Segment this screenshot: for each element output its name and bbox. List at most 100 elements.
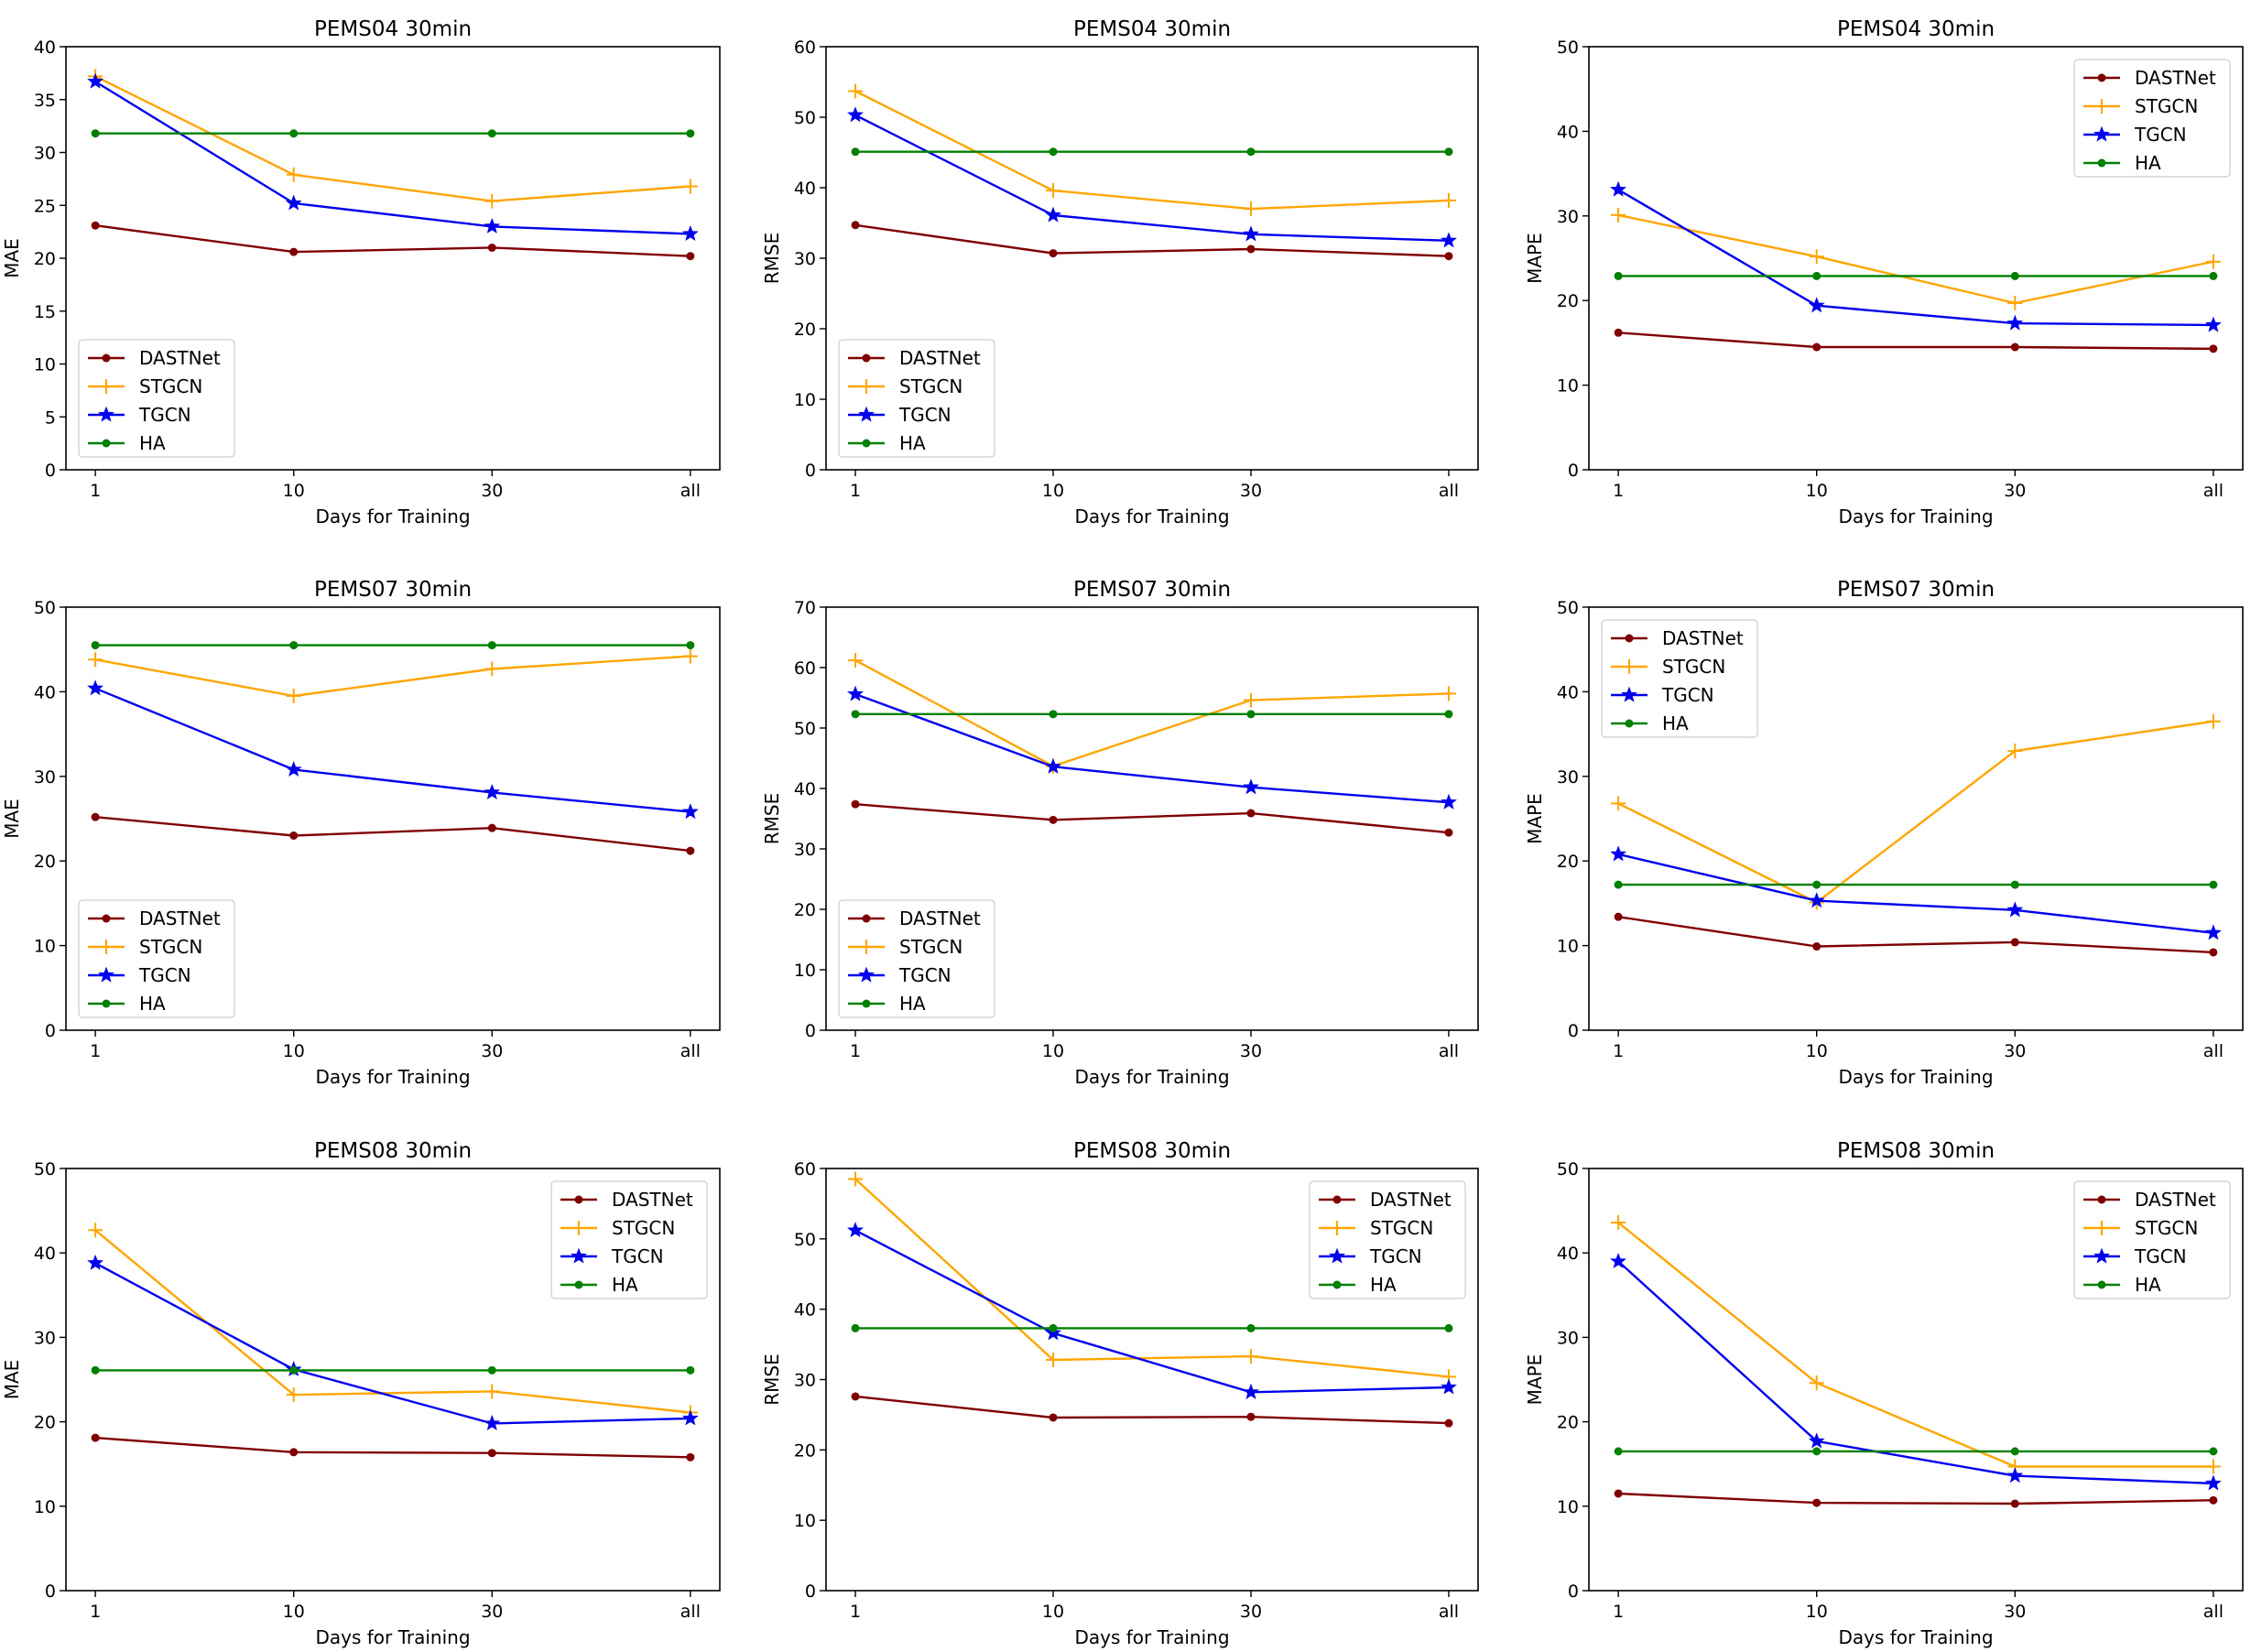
data-point-dastnet bbox=[289, 247, 299, 256]
y-tick-label: 30 bbox=[794, 249, 816, 269]
legend-marker bbox=[2093, 1247, 2110, 1264]
x-tick-label: all bbox=[680, 481, 701, 501]
data-point-tgcn bbox=[484, 784, 501, 799]
data-point-dastnet bbox=[487, 823, 496, 832]
legend-item: TGCN bbox=[88, 964, 191, 986]
data-point-stgcn bbox=[286, 167, 301, 182]
series-line-dastnet bbox=[95, 1436, 691, 1459]
data-point-tgcn bbox=[1243, 778, 1259, 795]
y-tick-label: 30 bbox=[1557, 1328, 1579, 1348]
y-tick-label: 0 bbox=[45, 1581, 56, 1602]
x-tick-label: 30 bbox=[1240, 481, 1262, 501]
data-point-ha bbox=[686, 129, 695, 138]
data-point-dastnet bbox=[851, 221, 860, 230]
y-tick-label: 35 bbox=[34, 91, 56, 111]
x-tick-label: all bbox=[2203, 1041, 2224, 1061]
series-ha bbox=[851, 1323, 1453, 1332]
legend-item: STGCN bbox=[848, 375, 962, 397]
data-point-tgcn bbox=[285, 194, 302, 211]
legend-marker bbox=[2097, 158, 2106, 168]
data-point-stgcn bbox=[1809, 249, 1824, 265]
legend-label: STGCN bbox=[1662, 656, 1725, 678]
axes-frame bbox=[65, 606, 721, 1031]
legend-marker bbox=[859, 379, 874, 394]
data-point-ha bbox=[851, 147, 860, 157]
data-point-ha bbox=[2209, 271, 2218, 280]
legend-label: TGCN bbox=[898, 964, 952, 986]
legend-label: TGCN bbox=[1369, 1245, 1422, 1267]
data-point-dastnet bbox=[487, 243, 496, 252]
data-point-ha bbox=[1049, 710, 1058, 719]
data-point-ha bbox=[851, 710, 860, 719]
data-point-tgcn bbox=[1808, 1432, 1825, 1449]
data-point-tgcn bbox=[681, 803, 699, 820]
y-tick-label: 40 bbox=[794, 779, 816, 799]
legend-label: DASTNet bbox=[2135, 1189, 2216, 1211]
data-point-dastnet bbox=[2010, 342, 2019, 352]
x-tick-label: 10 bbox=[1042, 1602, 1064, 1622]
legend-label: TGCN bbox=[898, 404, 952, 426]
legend-label: STGCN bbox=[1370, 1217, 1433, 1239]
axes-frame bbox=[1588, 606, 2244, 1031]
y-tick-label: 20 bbox=[794, 900, 816, 920]
legend-marker bbox=[1625, 634, 1634, 643]
legend-label: DASTNet bbox=[899, 908, 981, 929]
chart-title: PEMS04 30min bbox=[1073, 17, 1231, 41]
legend-item: STGCN bbox=[1319, 1217, 1433, 1239]
series-tgcn bbox=[87, 72, 699, 242]
data-point-ha bbox=[1444, 147, 1453, 157]
legend-marker bbox=[862, 914, 871, 923]
legend-marker bbox=[1622, 659, 1637, 674]
data-point-stgcn bbox=[484, 193, 500, 209]
data-point-dastnet bbox=[1444, 1418, 1453, 1428]
y-axis-label: RMSE bbox=[761, 1353, 783, 1405]
data-point-ha bbox=[2010, 1447, 2019, 1456]
data-point-tgcn bbox=[484, 218, 501, 234]
legend-item: DASTNet bbox=[88, 908, 221, 929]
data-point-stgcn bbox=[2205, 713, 2221, 729]
y-tick-label: 0 bbox=[1568, 1581, 1579, 1602]
y-tick-label: 50 bbox=[34, 598, 56, 618]
data-point-stgcn bbox=[484, 1384, 500, 1399]
y-tick-label: 10 bbox=[794, 1511, 816, 1531]
legend-item: DASTNet bbox=[560, 1189, 693, 1211]
data-point-ha bbox=[1812, 1447, 1821, 1456]
data-point-dastnet bbox=[1049, 1413, 1058, 1422]
data-point-stgcn bbox=[1243, 692, 1258, 708]
x-tick-label: 30 bbox=[481, 1602, 503, 1622]
data-point-dastnet bbox=[91, 221, 100, 230]
chart-7: 0 10 20 30 40 50 1 10 30 all PEMS08 30min Days for … bbox=[1, 1139, 721, 1648]
legend-label: STGCN bbox=[2135, 1217, 2198, 1239]
legend-label: STGCN bbox=[899, 936, 962, 958]
legend-label: STGCN bbox=[139, 936, 202, 958]
data-point-stgcn bbox=[1809, 1375, 1824, 1391]
data-point-ha bbox=[1812, 880, 1821, 889]
data-point-ha bbox=[289, 641, 299, 650]
chart-title: PEMS07 30min bbox=[314, 578, 472, 602]
series-line-dastnet bbox=[94, 816, 691, 853]
legend-frame bbox=[838, 339, 995, 458]
legend-frame bbox=[2073, 1180, 2231, 1299]
legend-label: HA bbox=[139, 993, 166, 1015]
data-point-tgcn bbox=[2006, 901, 2024, 918]
y-tick-label: 5 bbox=[45, 408, 56, 428]
y-tick-label: 60 bbox=[794, 658, 816, 679]
series-line-tgcn bbox=[854, 114, 1450, 242]
series-line-tgcn bbox=[854, 1229, 1450, 1394]
data-point-stgcn bbox=[88, 652, 103, 668]
data-point-stgcn bbox=[286, 689, 301, 704]
data-point-stgcn bbox=[1046, 1352, 1061, 1367]
y-tick-label: 10 bbox=[34, 1497, 56, 1517]
legend-label: DASTNet bbox=[2135, 67, 2216, 89]
series-line-tgcn bbox=[1617, 189, 2213, 327]
data-point-ha bbox=[487, 129, 496, 138]
legend-label: STGCN bbox=[612, 1217, 675, 1239]
data-point-tgcn bbox=[1441, 1378, 1457, 1395]
series-tgcn bbox=[1610, 1252, 2222, 1491]
series-line-tgcn bbox=[94, 81, 691, 235]
legend-marker bbox=[1625, 719, 1634, 728]
legend-item: DASTNet bbox=[848, 908, 981, 929]
y-tick-label: 40 bbox=[794, 179, 816, 199]
data-point-ha bbox=[1049, 147, 1058, 157]
data-point-dastnet bbox=[851, 1392, 860, 1401]
